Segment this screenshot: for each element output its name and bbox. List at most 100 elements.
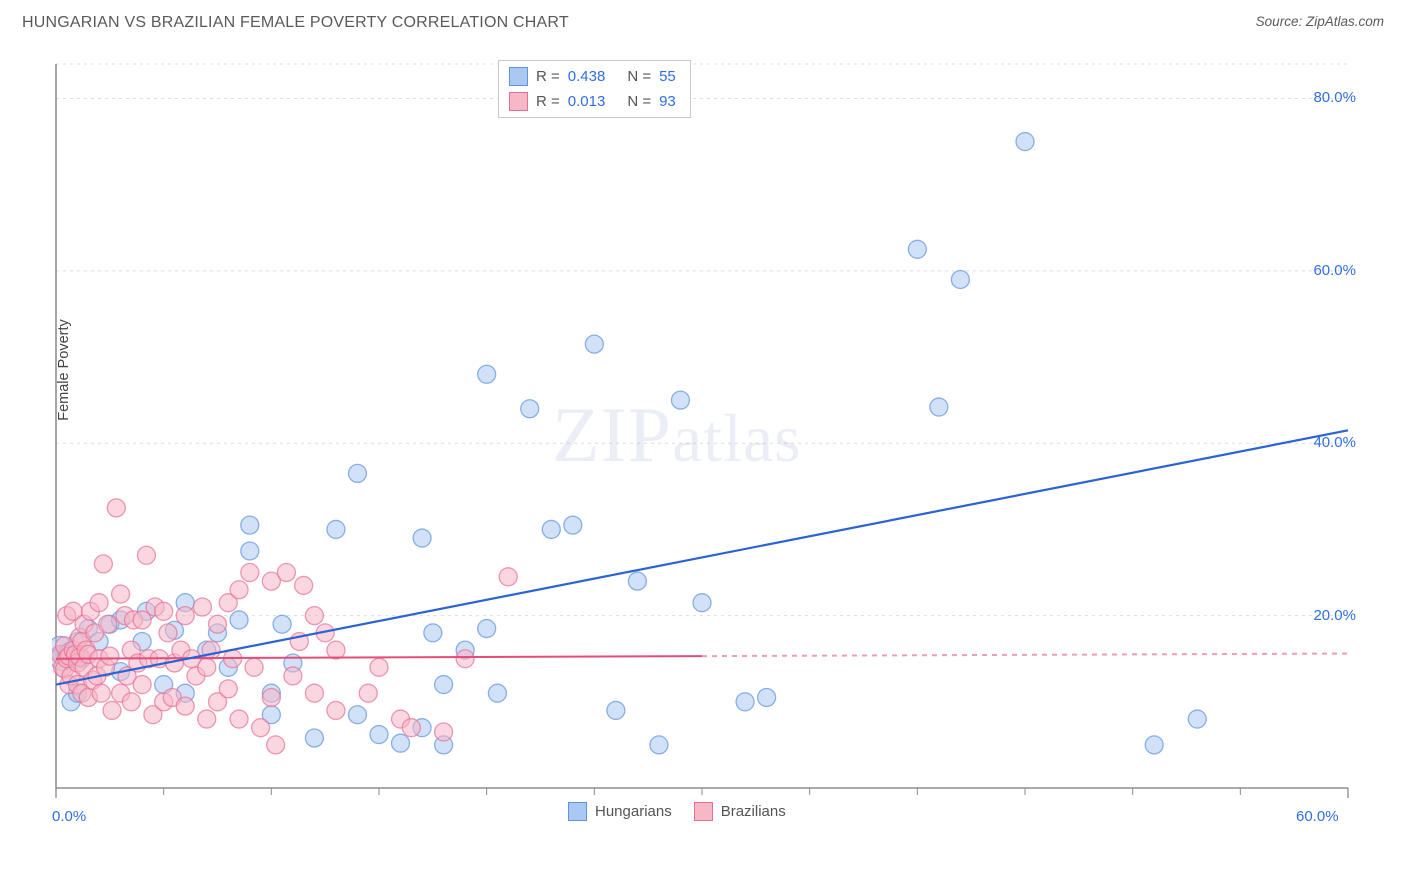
brazilians-point [284,667,302,685]
brazilians-point [103,701,121,719]
brazilians-point [193,598,211,616]
brazilians-point [252,719,270,737]
hungarians-point [1016,133,1034,151]
source-name: ZipAtlas.com [1306,14,1384,29]
brazilians-point [112,585,130,603]
stat-r-value: 0.438 [568,68,606,85]
hungarians-point [671,391,689,409]
series-legend-item-1: Brazilians [694,802,786,821]
brazilians-point [305,607,323,625]
x-tick-label: 0.0% [52,808,86,825]
hungarians-point [521,400,539,418]
brazilians-point [277,564,295,582]
stat-n-label: N = [627,68,651,85]
hungarians-point [607,701,625,719]
brazilians-point [456,650,474,668]
hungarians-point [585,335,603,353]
stats-row-1: R = 0.013 N = 93 [509,92,676,111]
brazilians-point [99,615,117,633]
legend-swatch [694,802,713,821]
hungarians-point [758,689,776,707]
brazilians-point [327,701,345,719]
brazilians-point [435,723,453,741]
series-legend: Hungarians Brazilians [568,802,786,821]
hungarians-point [478,365,496,383]
hungarians-point [241,516,259,534]
hungarians-point [908,240,926,258]
brazilians-point [267,736,285,754]
brazilians-point [230,710,248,728]
scatter-plot: ZIPatlas R =0.438N =55R =0.013N =93 Hung… [52,60,1352,808]
brazilians-point [305,684,323,702]
hungarians-point [241,542,259,560]
brazilians-point [159,624,177,642]
brazilians-point [176,697,194,715]
plot-svg [52,60,1352,808]
legend-swatch [509,67,528,86]
hungarians-point [1145,736,1163,754]
hungarians-point [392,734,410,752]
brazilians-point [198,710,216,728]
brazilians-point [107,499,125,517]
brazilians-point [133,676,151,694]
stat-r-label: R = [536,68,560,85]
x-tick-label: 60.0% [1296,808,1339,825]
brazilians-point [245,658,263,676]
brazilians-point [359,684,377,702]
hungarians-point [348,706,366,724]
hungarians-point [951,270,969,288]
brazilians-point [198,658,216,676]
stat-n-value: 55 [659,68,676,85]
hungarians-point [693,594,711,612]
hungarians-point [305,729,323,747]
brazilians-point [101,647,119,665]
brazilians-point [92,684,110,702]
y-tick-label: 60.0% [1313,262,1356,279]
y-tick-label: 20.0% [1313,607,1356,624]
hungarians-point [413,529,431,547]
brazilians-point [327,641,345,659]
brazilians-point [370,658,388,676]
brazilians-point [241,564,259,582]
brazilians-point [176,607,194,625]
stat-r-value: 0.013 [568,93,606,110]
hungarians-point [628,572,646,590]
stat-n-value: 93 [659,93,676,110]
hungarians-point [478,620,496,638]
stat-n-label: N = [627,93,651,110]
brazilians-point [94,555,112,573]
brazilians-point [209,615,227,633]
brazilians-point [262,689,280,707]
brazilians-point [137,546,155,564]
legend-swatch [568,802,587,821]
source-attribution: Source: ZipAtlas.com [1256,14,1384,29]
hungarians-point [424,624,442,642]
brazilians-point [122,693,140,711]
hungarians-point [1188,710,1206,728]
brazilians-point [499,568,517,586]
hungarians-point [435,676,453,694]
stat-r-label: R = [536,93,560,110]
chart-title: HUNGARIAN VS BRAZILIAN FEMALE POVERTY CO… [22,14,569,32]
series-legend-item-0: Hungarians [568,802,672,821]
source-label: Source: [1256,14,1303,29]
hungarians-point [488,684,506,702]
series-legend-label: Hungarians [595,803,672,820]
series-legend-label: Brazilians [721,803,786,820]
brazilians-point [230,581,248,599]
brazilians-point [155,602,173,620]
hungarians-point [230,611,248,629]
brazilians-point [219,680,237,698]
brazilians-trendline-extrapolated [702,654,1348,657]
brazilians-point [295,576,313,594]
hungarians-point [370,726,388,744]
legend-swatch [509,92,528,111]
hungarians-point [650,736,668,754]
hungarians-point [327,520,345,538]
hungarians-point [348,464,366,482]
y-tick-label: 80.0% [1313,89,1356,106]
hungarians-point [930,398,948,416]
stats-row-0: R = 0.438 N = 55 [509,67,676,86]
brazilians-point [90,594,108,612]
hungarians-point [564,516,582,534]
